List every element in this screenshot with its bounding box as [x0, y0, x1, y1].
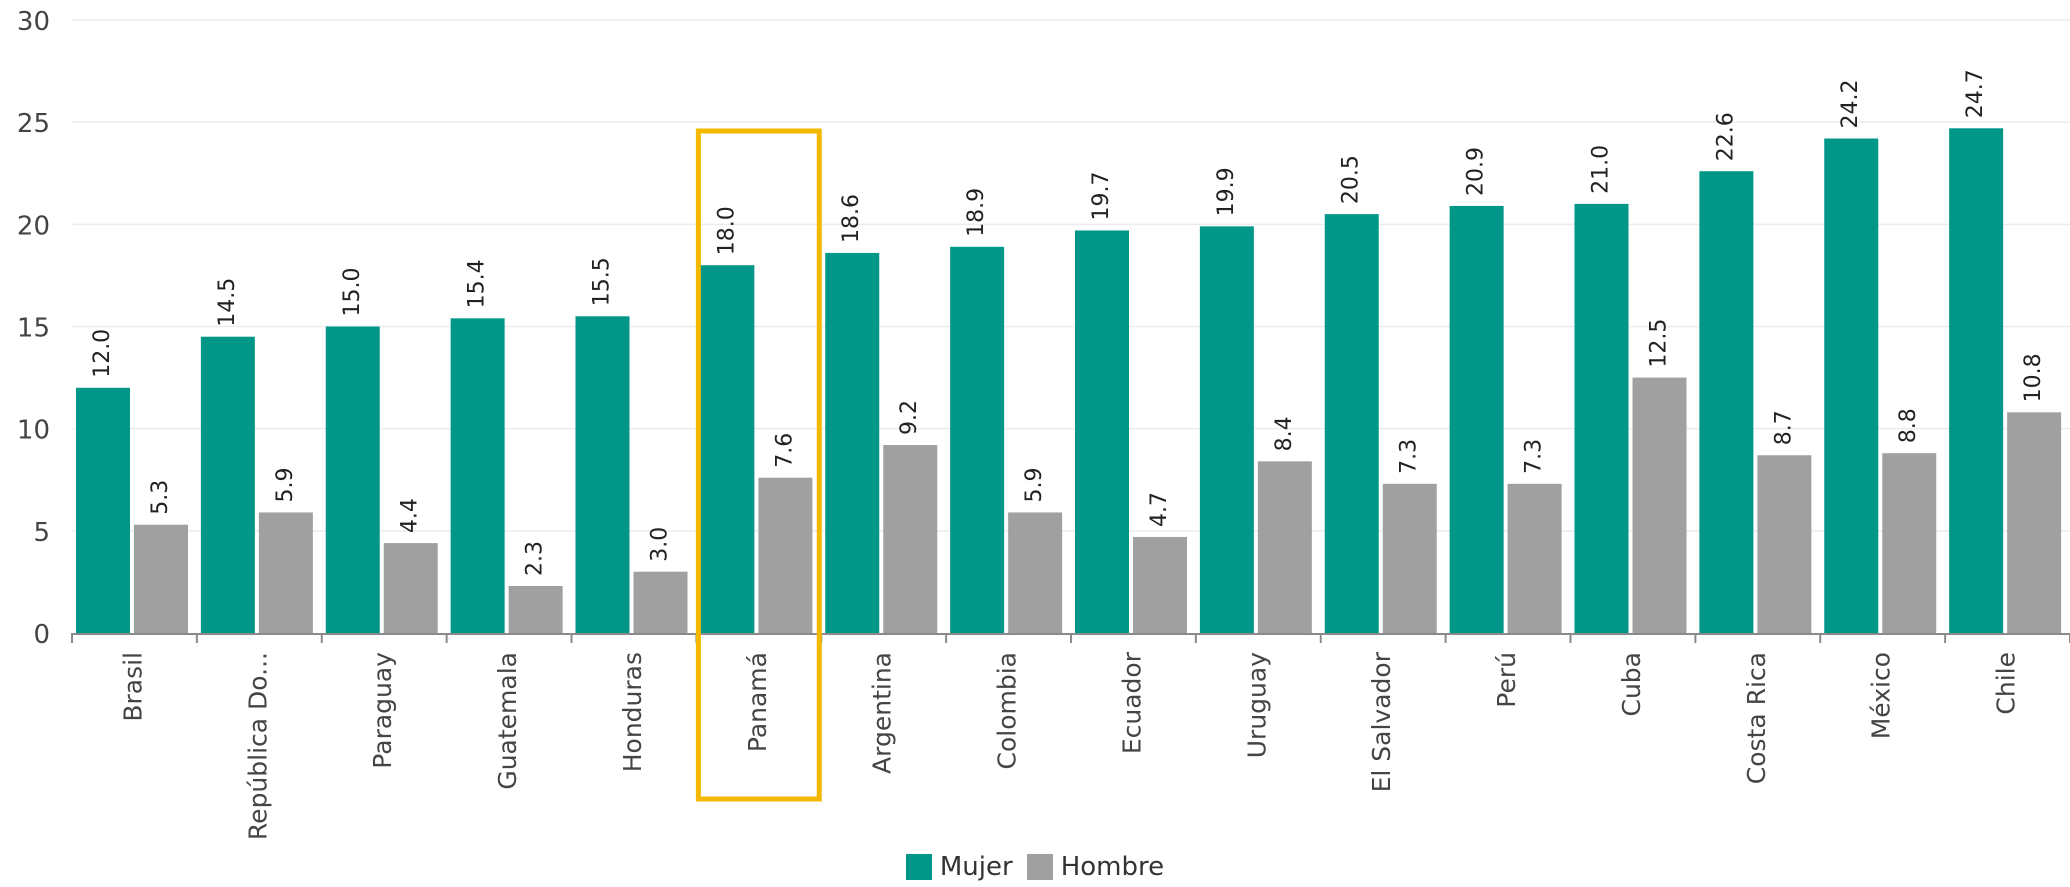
data-label-hombre: 4.4 [398, 498, 423, 533]
bar-hombre[interactable] [1257, 461, 1312, 633]
legend-swatch-hombre [1026, 854, 1053, 880]
x-tick-label: Ecuador [1117, 651, 1146, 754]
bar-mujer[interactable] [1699, 171, 1754, 633]
bar-mujer[interactable] [1075, 230, 1129, 634]
bar-mujer[interactable] [450, 318, 505, 633]
y-tick-label: 25 [17, 109, 50, 139]
data-label-mujer: 15.0 [340, 268, 365, 317]
data-label-hombre: 10.8 [2021, 353, 2046, 402]
data-label-hombre: 7.3 [1522, 439, 1547, 474]
bar-mujer[interactable] [1324, 214, 1379, 633]
data-label-mujer: 18.9 [964, 188, 989, 237]
data-label-mujer: 15.5 [590, 257, 615, 306]
y-tick-label: 30 [17, 7, 50, 37]
x-tick-label: Perú [1492, 652, 1521, 708]
data-label-hombre: 5.9 [273, 467, 298, 502]
bar-mujer[interactable] [1199, 226, 1254, 634]
data-label-hombre: 7.6 [772, 433, 797, 468]
legend-item-hombre[interactable]: Hombre [1026, 852, 1165, 882]
x-tick-label: Cuba [1617, 652, 1646, 717]
data-label-mujer: 15.4 [465, 259, 490, 308]
legend-label-hombre: Hombre [1060, 852, 1165, 882]
data-label-mujer: 18.6 [839, 194, 864, 243]
highlight-box-panama [695, 128, 822, 802]
bar-hombre[interactable] [758, 477, 813, 633]
bar-mujer[interactable] [76, 387, 130, 633]
y-tick-label: 20 [17, 211, 50, 241]
bar-hombre[interactable] [2007, 412, 2062, 633]
data-label-mujer: 24.2 [1838, 80, 1863, 129]
bar-hombre[interactable] [633, 571, 688, 633]
bar-mujer[interactable] [1449, 205, 1504, 633]
y-tick-label: 0 [33, 620, 50, 650]
x-tick-label: Paraguay [368, 652, 397, 769]
data-label-mujer: 18.0 [714, 206, 739, 255]
data-label-mujer: 14.5 [215, 278, 240, 327]
bar-mujer[interactable] [325, 326, 380, 634]
data-label-mujer: 22.6 [1713, 112, 1738, 161]
x-tick-label: Costa Rica [1742, 652, 1771, 784]
bar-mujer[interactable] [575, 316, 630, 633]
bar-mujer[interactable] [1824, 138, 1879, 633]
x-tick-label: Chile [1992, 652, 2021, 715]
x-tick-label: Guatemala [493, 652, 522, 790]
legend-label-mujer: Mujer [939, 852, 1013, 882]
data-label-mujer: 20.5 [1339, 155, 1364, 204]
data-label-hombre: 5.9 [1022, 467, 1047, 502]
x-tick-label: Honduras [618, 652, 647, 772]
data-label-mujer: 19.9 [1214, 167, 1239, 216]
x-tick-label: Uruguay [1242, 652, 1271, 758]
bar-hombre[interactable] [258, 512, 313, 633]
bar-hombre[interactable] [1507, 483, 1562, 633]
bar-hombre[interactable] [1382, 483, 1437, 633]
data-label-hombre: 5.3 [148, 480, 173, 515]
x-tick-label: El Salvador [1367, 651, 1396, 792]
x-tick-label: Panamá [743, 652, 772, 752]
legend-swatch-mujer [905, 854, 932, 880]
data-label-mujer: 21.0 [1589, 145, 1614, 194]
data-label-hombre: 2.3 [523, 541, 548, 576]
x-tick-label: Argentina [868, 652, 897, 774]
data-label-hombre: 3.0 [648, 527, 673, 562]
data-label-hombre: 7.3 [1397, 439, 1422, 474]
bar-mujer[interactable] [950, 246, 1005, 633]
data-label-mujer: 24.7 [1963, 69, 1988, 118]
bar-hombre[interactable] [1632, 377, 1687, 633]
bar-hombre[interactable] [1133, 536, 1187, 633]
bar-hombre[interactable] [1757, 455, 1812, 633]
bar-mujer[interactable] [825, 252, 880, 633]
data-label-hombre: 8.7 [1771, 410, 1796, 445]
bar-mujer[interactable] [700, 265, 755, 633]
y-tick-label: 15 [17, 314, 50, 344]
data-label-mujer: 20.9 [1464, 147, 1489, 196]
y-tick-label: 10 [17, 416, 50, 446]
data-label-hombre: 8.4 [1272, 416, 1297, 451]
x-tick-label: Brasil [118, 652, 147, 722]
bar-hombre[interactable] [883, 445, 938, 633]
bar-mujer[interactable] [200, 336, 255, 633]
data-label-hombre: 4.7 [1147, 492, 1172, 527]
x-tick-label: México [1867, 652, 1896, 739]
bar-hombre[interactable] [508, 586, 563, 633]
legend: Mujer Hombre [0, 852, 2070, 882]
data-label-mujer: 12.0 [90, 329, 115, 378]
bar-mujer[interactable] [1949, 128, 2004, 633]
bar-hombre[interactable] [1882, 453, 1937, 633]
bar-chart: 0 5 10 15 20 25 30 12.0 5.3 Brasil 14.5 5.9 Repúblic… [17, 7, 2070, 840]
bar-hombre[interactable] [383, 543, 438, 633]
y-tick-label: 5 [33, 518, 50, 548]
data-label-hombre: 8.8 [1896, 408, 1921, 443]
data-label-hombre: 9.2 [897, 400, 922, 435]
bar-hombre[interactable] [1008, 512, 1063, 633]
x-tick-label: Colombia [993, 652, 1022, 769]
data-label-hombre: 12.5 [1647, 319, 1672, 368]
data-label-mujer: 19.7 [1089, 171, 1114, 220]
bar-mujer[interactable] [1574, 203, 1629, 633]
x-tick-label: República Do... [243, 652, 272, 840]
legend-item-mujer[interactable]: Mujer [905, 852, 1013, 882]
bar-hombre[interactable] [134, 524, 188, 633]
